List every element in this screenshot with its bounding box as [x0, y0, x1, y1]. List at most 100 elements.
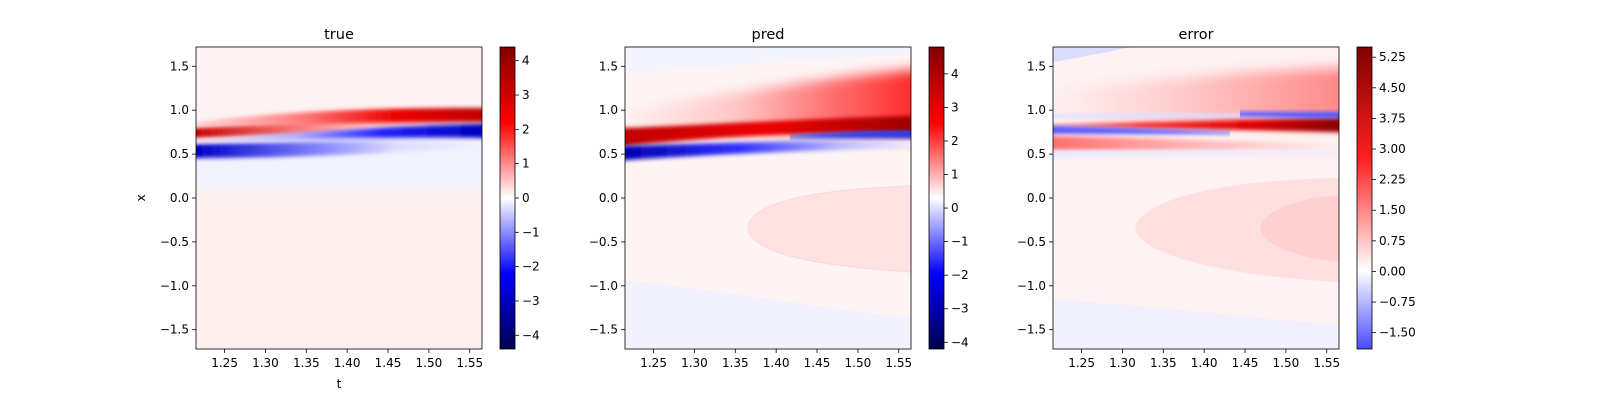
field-negative-band-lower	[1053, 150, 1339, 158]
y-tick-label: −1.0	[589, 279, 618, 293]
panel-pred: pred 1.25 1.30 1.35 1.40 1.45 1.50 1.55 −1.5−1…	[589, 27, 969, 370]
x-tick-label: 1.50	[845, 356, 872, 370]
colorbar-tick-label: 0	[951, 201, 959, 215]
colorbar-tick-label: 4	[951, 67, 959, 81]
colorbar-tick-label: 5.25	[1379, 50, 1406, 64]
field-background-lower	[196, 189, 482, 349]
colorbar-tick-label: −4	[951, 335, 969, 349]
colorbar-tick-label: 1.50	[1379, 203, 1406, 217]
colorbar-tick-label: −3	[951, 302, 969, 316]
colorbar-tick-label: 0.75	[1379, 234, 1406, 248]
x-tick-label: 1.40	[763, 356, 790, 370]
colorbar-ticks: −1.50 −0.75 0.00 0.75 1.50 2.25 3.00 3.75 4.50 5.…	[1372, 50, 1416, 340]
colorbar-tick-label: −4	[522, 328, 540, 342]
field-negative-right-streak	[790, 131, 911, 138]
field-negative-upper-region	[625, 47, 911, 74]
y-tick-label: 1.0	[1027, 103, 1046, 117]
x-tick-label: 1.55	[1313, 356, 1340, 370]
x-tick-label: 1.30	[252, 356, 279, 370]
x-ticks: 1.25 1.30 1.35 1.40 1.45 1.50 1.55	[640, 349, 912, 370]
colorbar-ticks: −4 −3 −2 −1 0 1 2 3 4	[944, 67, 969, 349]
x-tick-label: 1.40	[1191, 356, 1218, 370]
colorbar-tick-label: −1.50	[1379, 326, 1416, 340]
y-tick-label: 1.0	[599, 103, 618, 117]
colorbar-gradient	[1356, 46, 1373, 350]
y-tick-label: 0.0	[599, 191, 618, 205]
x-tick-label: 1.35	[1150, 356, 1177, 370]
y-tick-label: −1.0	[160, 279, 189, 293]
heatmap-field	[1053, 47, 1339, 349]
field-negative-band-right	[196, 124, 482, 142]
panel-title: pred	[752, 27, 785, 43]
x-axis-label: t	[337, 377, 342, 391]
colorbar: −4 −3 −2 −1 0 1 2 3 4	[499, 46, 540, 350]
y-axis-label: x	[134, 194, 148, 201]
y-tick-label: 0.5	[1027, 147, 1046, 161]
colorbar-tick-label: 3	[951, 100, 959, 114]
y-ticks: −1.5 −1.0 −0.5 0.0 0.5 1.0 1.5	[160, 59, 196, 337]
panel-error: error 1.25 1.30 1.35 1.40 1.45 1.50 1.55 −1.5−…	[1017, 27, 1416, 370]
x-tick-label: 1.35	[293, 356, 320, 370]
field-negative-top-corner	[1053, 47, 1130, 62]
heatmap-field	[625, 47, 911, 349]
panel-title: true	[324, 27, 354, 43]
colorbar-tick-label: 3.75	[1379, 111, 1406, 125]
x-ticks: 1.25 1.30 1.35 1.40 1.45 1.50 1.55	[211, 349, 483, 370]
y-tick-label: −1.5	[1017, 323, 1046, 337]
field-negative-right-streak	[1240, 112, 1339, 118]
x-tick-label: 1.55	[456, 356, 483, 370]
field-positive-core	[1053, 118, 1339, 132]
colorbar: −4 −3 −2 −1 0 1 2 3 4	[928, 46, 969, 350]
x-tick-label: 1.30	[1109, 356, 1136, 370]
colorbar-tick-label: −0.75	[1379, 295, 1416, 309]
y-tick-label: 1.5	[1027, 59, 1046, 73]
colorbar-tick-label: 4.50	[1379, 81, 1406, 95]
colorbar-gradient	[928, 46, 945, 350]
colorbar-ticks: −4 −3 −2 −1 0 1 2 3 4	[515, 54, 540, 342]
field-negative-lower-region	[625, 280, 911, 349]
y-tick-label: 0.0	[1027, 191, 1046, 205]
colorbar: −1.50 −0.75 0.00 0.75 1.50 2.25 3.00 3.75 4.50 5.…	[1356, 46, 1416, 350]
y-tick-label: 1.5	[170, 59, 189, 73]
x-tick-label: 1.45	[375, 356, 402, 370]
colorbar-tick-label: 2	[951, 134, 959, 148]
x-tick-label: 1.40	[334, 356, 361, 370]
field-negative-core	[625, 140, 911, 160]
colorbar-tick-label: 0	[522, 191, 530, 205]
x-ticks: 1.25 1.30 1.35 1.40 1.45 1.50 1.55	[1068, 349, 1340, 370]
colorbar-tick-label: −1	[522, 225, 540, 239]
y-tick-label: 1.5	[599, 59, 618, 73]
field-negative-bottom-region	[1053, 300, 1339, 349]
colorbar-tick-label: 2	[522, 122, 530, 136]
field-negative-left-streak	[1053, 126, 1230, 134]
y-tick-label: 0.5	[599, 147, 618, 161]
x-tick-label: 1.45	[1232, 356, 1259, 370]
x-tick-label: 1.35	[722, 356, 749, 370]
colorbar-tick-label: 1	[522, 157, 530, 171]
colorbar-tick-label: 0.00	[1379, 264, 1406, 278]
y-tick-label: −0.5	[589, 235, 618, 249]
colorbar-tick-label: −2	[951, 268, 969, 282]
colorbar-tick-label: −1	[951, 235, 969, 249]
field-negative-band-left	[196, 140, 482, 158]
y-tick-label: 0.0	[170, 191, 189, 205]
x-tick-label: 1.45	[804, 356, 831, 370]
y-ticks: −1.5 −1.0 −0.5 0.0 0.5 1.0 1.5	[1017, 59, 1053, 337]
x-tick-label: 1.25	[1068, 356, 1095, 370]
colorbar-tick-label: −2	[522, 260, 540, 274]
colorbar-tick-label: 3.00	[1379, 142, 1406, 156]
y-tick-label: −0.5	[160, 235, 189, 249]
y-ticks: −1.5 −1.0 −0.5 0.0 0.5 1.0 1.5	[589, 59, 625, 337]
panel-true: true 1.25 1.30 1.35 1.40 1.45 1.50 1.55 −1.5−1…	[134, 27, 540, 391]
field-positive-lobe	[747, 185, 911, 273]
y-tick-label: 1.0	[170, 103, 189, 117]
x-tick-label: 1.25	[211, 356, 238, 370]
colorbar-gradient	[499, 46, 516, 350]
x-tick-label: 1.25	[640, 356, 667, 370]
y-tick-label: −1.0	[1017, 279, 1046, 293]
x-tick-label: 1.50	[416, 356, 443, 370]
field-positive-band-lower	[1053, 136, 1339, 152]
field-positive-band-right	[196, 108, 482, 128]
y-tick-label: −1.5	[589, 323, 618, 337]
field-positive-lobe-outer	[1135, 178, 1339, 282]
